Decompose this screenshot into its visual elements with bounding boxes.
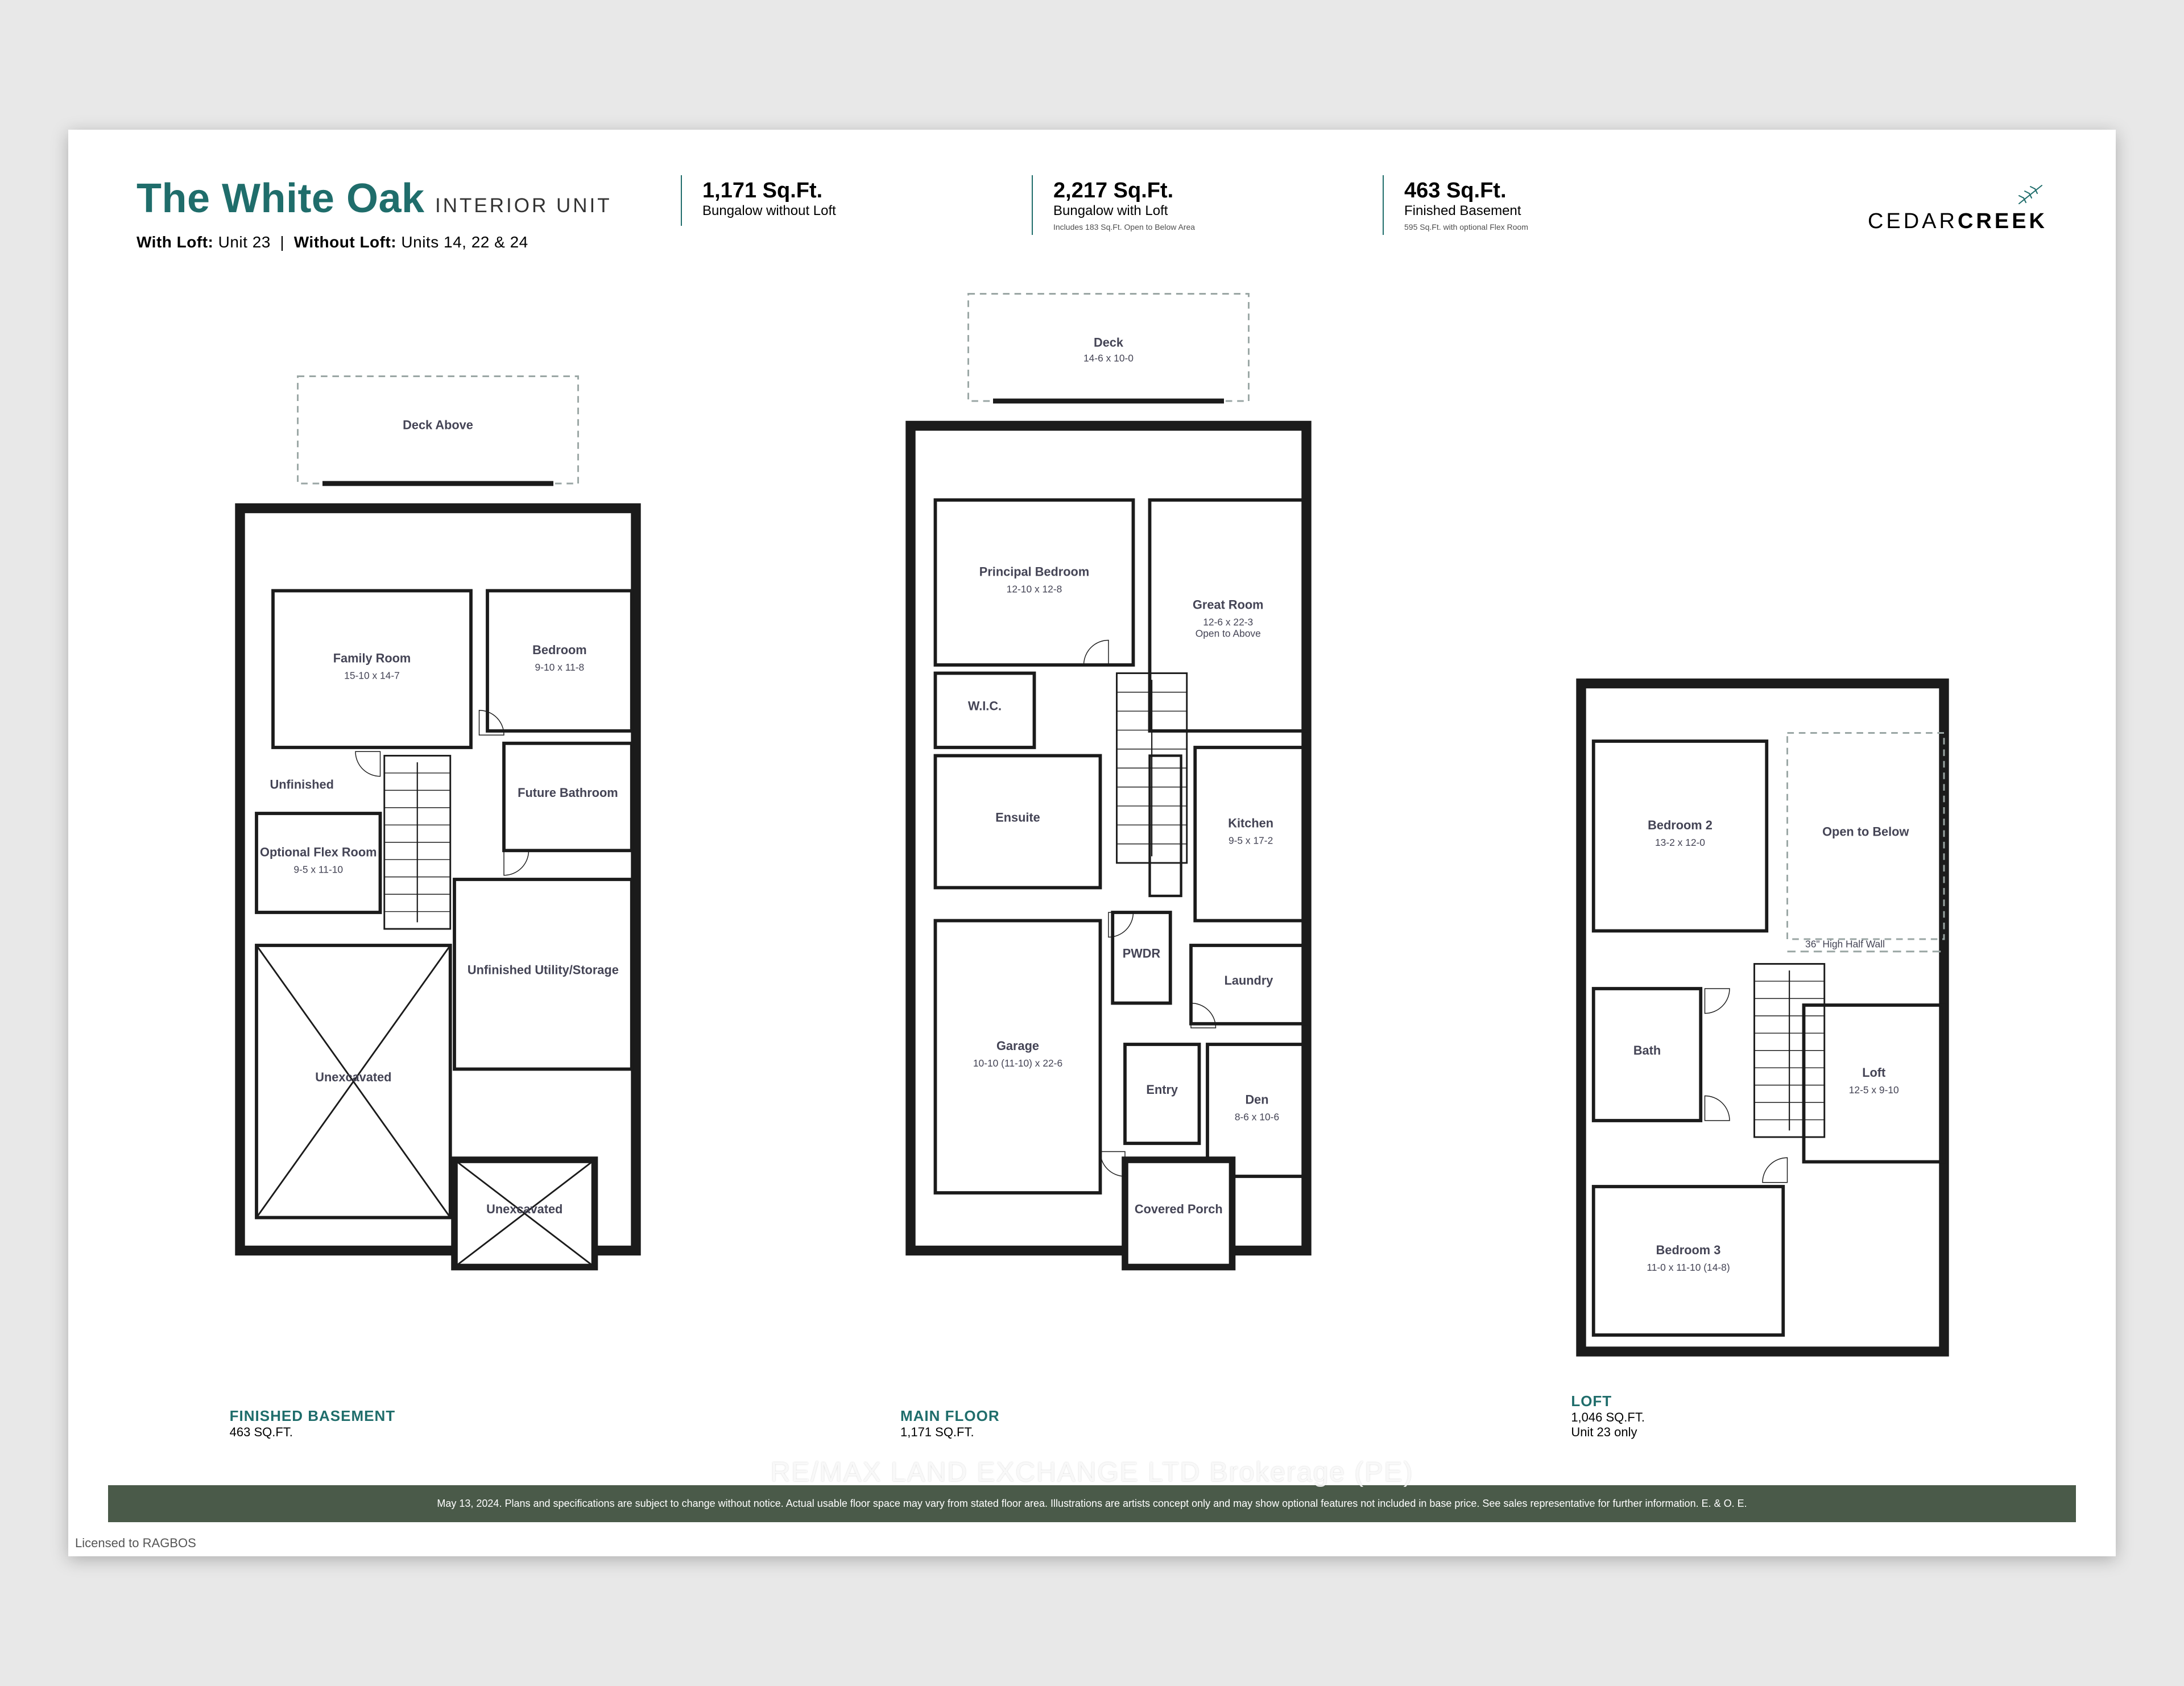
svg-text:15-10 x 14-7: 15-10 x 14-7 xyxy=(344,670,400,681)
svg-text:Ensuite: Ensuite xyxy=(995,811,1040,825)
basement-drawing: Deck Above Family Room 15-10 x 14-7 Bedroom… xyxy=(207,368,669,1394)
basement-caption-sqft: 463 SQ.FT. xyxy=(230,1425,669,1440)
svg-text:Den: Den xyxy=(1245,1092,1268,1106)
svg-text:Unexcavated: Unexcavated xyxy=(315,1070,391,1084)
title-block: The White Oak INTERIOR UNIT With Loft: U… xyxy=(136,175,647,251)
with-loft-units: Unit 23 xyxy=(218,233,271,251)
spec-fine: Includes 183 Sq.Ft. Open to Below Area xyxy=(1053,222,1328,232)
svg-text:Kitchen: Kitchen xyxy=(1228,816,1273,830)
svg-text:Unfinished: Unfinished xyxy=(270,778,333,792)
svg-text:Bedroom 3: Bedroom 3 xyxy=(1656,1242,1721,1257)
main-floor-drawing: Deck 14-6 x 10-0 Principal Bedroom 12-10 x … xyxy=(878,286,1339,1394)
spec-desc: Bungalow without Loft xyxy=(702,203,977,219)
leaf-icon xyxy=(1734,181,2048,209)
brochure-sheet: The White Oak INTERIOR UNIT With Loft: U… xyxy=(68,130,2116,1556)
without-loft-units: Units 14, 22 & 24 xyxy=(401,233,528,251)
svg-text:36" High Half Wall: 36" High Half Wall xyxy=(1805,938,1885,949)
svg-text:12-10 x 12-8: 12-10 x 12-8 xyxy=(1007,583,1062,594)
svg-text:13-2 x 12-0: 13-2 x 12-0 xyxy=(1655,837,1705,848)
loft-caption-extra: Unit 23 only xyxy=(1571,1425,1977,1440)
plan-main: Deck 14-6 x 10-0 Principal Bedroom 12-10 x … xyxy=(878,286,1339,1440)
svg-text:Garage: Garage xyxy=(996,1039,1039,1053)
svg-text:9-10 x 11-8: 9-10 x 11-8 xyxy=(535,662,584,673)
svg-text:14-6 x 10-0: 14-6 x 10-0 xyxy=(1083,352,1134,363)
basement-caption-title: FINISHED BASEMENT xyxy=(230,1407,669,1425)
svg-text:Deck: Deck xyxy=(1094,335,1124,349)
model-name: The White Oak xyxy=(136,176,425,221)
svg-text:12-5 x 9-10: 12-5 x 9-10 xyxy=(1849,1084,1899,1096)
svg-text:9-5 x 17-2: 9-5 x 17-2 xyxy=(1228,835,1273,846)
svg-text:Bath: Bath xyxy=(1633,1043,1661,1057)
spec-sqft: 2,217 Sq.Ft. xyxy=(1053,179,1328,203)
loft-caption-title: LOFT xyxy=(1571,1392,1977,1410)
svg-text:PWDR: PWDR xyxy=(1123,947,1161,961)
spec-no-loft: 1,171 Sq.Ft. Bungalow without Loft xyxy=(681,175,998,226)
svg-text:8-6 x 10-6: 8-6 x 10-6 xyxy=(1235,1111,1279,1122)
svg-text:Covered Porch: Covered Porch xyxy=(1135,1202,1223,1216)
spec-with-loft: 2,217 Sq.Ft. Bungalow with Loft Includes… xyxy=(1032,175,1349,235)
brand-part-a: CEDAR xyxy=(1868,209,1958,233)
unit-type: INTERIOR UNIT xyxy=(435,195,612,217)
svg-text:11-0 x 11-10 (14-8): 11-0 x 11-10 (14-8) xyxy=(1647,1261,1730,1272)
main-caption-title: MAIN FLOOR xyxy=(900,1407,1339,1425)
svg-text:Principal Bedroom: Principal Bedroom xyxy=(979,564,1089,578)
unit-availability: With Loft: Unit 23 | Without Loft: Units… xyxy=(136,233,647,251)
svg-text:Loft: Loft xyxy=(1863,1065,1886,1080)
svg-text:Unexcavated: Unexcavated xyxy=(486,1202,562,1216)
svg-text:Bedroom: Bedroom xyxy=(532,643,586,657)
svg-text:Great Room: Great Room xyxy=(1193,597,1263,611)
spec-desc: Bungalow with Loft xyxy=(1053,203,1328,219)
svg-text:12-6 x 22-3: 12-6 x 22-3 xyxy=(1203,616,1253,627)
spec-sqft: 1,171 Sq.Ft. xyxy=(702,179,977,203)
disclaimer-bar: May 13, 2024. Plans and specifications a… xyxy=(108,1485,2076,1522)
license-text: Licensed to RAGBOS xyxy=(75,1536,196,1551)
header: The White Oak INTERIOR UNIT With Loft: U… xyxy=(68,130,2116,268)
svg-text:Open to Below: Open to Below xyxy=(1822,824,1909,838)
svg-text:Entry: Entry xyxy=(1146,1082,1178,1097)
plan-basement: Deck Above Family Room 15-10 x 14-7 Bedroom… xyxy=(207,368,669,1440)
brand-logo: CEDARCREEK xyxy=(1734,175,2048,234)
brand-name: CEDARCREEK xyxy=(1734,209,2048,234)
svg-text:9-5 x 11-10: 9-5 x 11-10 xyxy=(293,863,343,875)
floor-plans-row: Deck Above Family Room 15-10 x 14-7 Bedroom… xyxy=(68,268,2116,1462)
svg-text:Future Bathroom: Future Bathroom xyxy=(518,786,618,800)
svg-text:Optional Flex Room: Optional Flex Room xyxy=(260,845,377,859)
svg-text:10-10 (11-10) x 22-6: 10-10 (11-10) x 22-6 xyxy=(973,1057,1062,1069)
spec-basement: 463 Sq.Ft. Finished Basement 595 Sq.Ft. … xyxy=(1383,175,1699,235)
with-loft-label: With Loft: xyxy=(136,233,213,251)
loft-drawing: Bedroom 2 13-2 x 12-0 Open to Below Bath Lof… xyxy=(1548,659,1977,1379)
svg-text:W.I.C.: W.I.C. xyxy=(968,699,1002,713)
spec-fine: 595 Sq.Ft. with optional Flex Room xyxy=(1404,222,1679,232)
without-loft-label: Without Loft: xyxy=(294,233,396,251)
svg-text:Deck Above: Deck Above xyxy=(403,418,473,432)
spec-sqft: 463 Sq.Ft. xyxy=(1404,179,1679,203)
svg-text:Bedroom 2: Bedroom 2 xyxy=(1648,818,1713,832)
main-caption-sqft: 1,171 SQ.FT. xyxy=(900,1425,1339,1440)
loft-caption-sqft: 1,046 SQ.FT. xyxy=(1571,1410,1977,1425)
brand-part-b: CREEK xyxy=(1958,209,2048,233)
spec-desc: Finished Basement xyxy=(1404,203,1679,219)
plan-loft: Bedroom 2 13-2 x 12-0 Open to Below Bath Lof… xyxy=(1548,659,1977,1440)
svg-text:Laundry: Laundry xyxy=(1225,973,1273,987)
svg-text:Unfinished Utility/Storage: Unfinished Utility/Storage xyxy=(468,963,619,977)
svg-text:Open to Above: Open to Above xyxy=(1196,628,1261,639)
svg-text:Family Room: Family Room xyxy=(333,651,411,666)
